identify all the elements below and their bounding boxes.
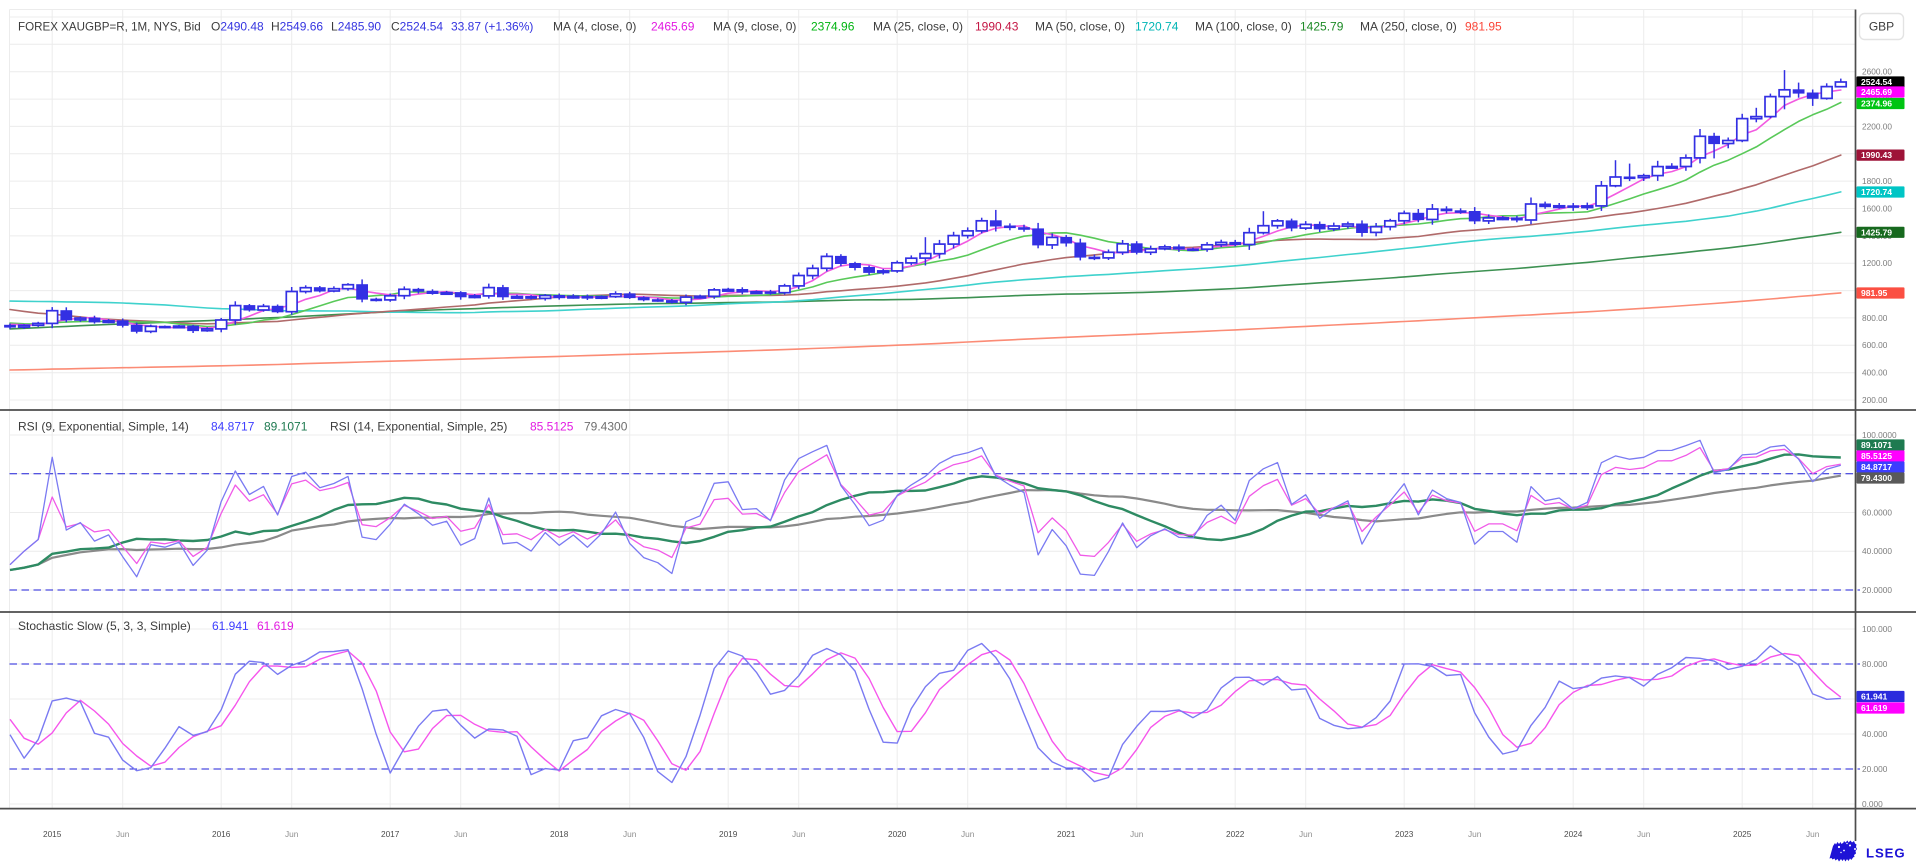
svg-text:85.5125: 85.5125 — [1861, 451, 1892, 461]
svg-text:2600.00: 2600.00 — [1862, 67, 1892, 77]
svg-text:0.000: 0.000 — [1862, 799, 1883, 809]
svg-text:100.000: 100.000 — [1862, 624, 1892, 634]
svg-text:100.0000: 100.0000 — [1862, 430, 1897, 440]
svg-text:1990.43: 1990.43 — [975, 20, 1019, 34]
svg-text:O2490.48: O2490.48 — [211, 20, 264, 34]
svg-text:981.95: 981.95 — [1861, 288, 1888, 298]
svg-text:Stochastic Slow (5, 3, 3, Simp: Stochastic Slow (5, 3, 3, Simple) — [18, 619, 191, 633]
svg-text:84.8717: 84.8717 — [211, 420, 255, 434]
svg-text:2023: 2023 — [1395, 829, 1414, 839]
svg-text:89.1071: 89.1071 — [1861, 440, 1892, 450]
svg-text:Jun: Jun — [623, 829, 637, 839]
svg-text:60.0000: 60.0000 — [1862, 507, 1892, 517]
svg-text:79.4300: 79.4300 — [1861, 473, 1892, 483]
svg-text:80.000: 80.000 — [1862, 659, 1888, 669]
svg-text:400.00: 400.00 — [1862, 368, 1888, 378]
svg-text:L2485.90: L2485.90 — [331, 20, 381, 34]
svg-text:1425.79: 1425.79 — [1300, 20, 1344, 34]
svg-text:MA (100, close, 0): MA (100, close, 0) — [1195, 20, 1292, 34]
svg-text:2020: 2020 — [888, 829, 907, 839]
svg-text:RSI (9, Exponential, Simple, 1: RSI (9, Exponential, Simple, 14) — [18, 420, 189, 434]
svg-text:84.8717: 84.8717 — [1861, 462, 1892, 472]
svg-text:Jun: Jun — [1806, 829, 1820, 839]
svg-text:Jun: Jun — [116, 829, 130, 839]
svg-text:2019: 2019 — [719, 829, 738, 839]
svg-text:61.619: 61.619 — [257, 619, 294, 633]
svg-text:1200.00: 1200.00 — [1862, 258, 1892, 268]
svg-text:Jun: Jun — [1130, 829, 1144, 839]
svg-text:2200.00: 2200.00 — [1862, 121, 1892, 131]
svg-text:200.00: 200.00 — [1862, 395, 1888, 405]
svg-text:61.941: 61.941 — [212, 619, 249, 633]
svg-text:MA (4, close, 0): MA (4, close, 0) — [553, 20, 636, 34]
svg-text:85.5125: 85.5125 — [530, 420, 574, 434]
svg-text:Jun: Jun — [285, 829, 299, 839]
svg-text:20.000: 20.000 — [1862, 764, 1888, 774]
svg-text:1990.43: 1990.43 — [1861, 150, 1892, 160]
svg-text:2017: 2017 — [381, 829, 400, 839]
svg-text:89.1071: 89.1071 — [264, 420, 308, 434]
svg-text:600.00: 600.00 — [1862, 340, 1888, 350]
svg-text:MA (9, close, 0): MA (9, close, 0) — [713, 20, 796, 34]
svg-text:2465.69: 2465.69 — [651, 20, 695, 34]
svg-text:2024: 2024 — [1564, 829, 1583, 839]
svg-text:H2549.66: H2549.66 — [271, 20, 323, 34]
svg-text:1425.79: 1425.79 — [1861, 227, 1892, 237]
svg-text:MA (50, close, 0): MA (50, close, 0) — [1035, 20, 1125, 34]
svg-text:20.0000: 20.0000 — [1862, 585, 1892, 595]
svg-text:981.95: 981.95 — [1465, 20, 1502, 34]
svg-text:61.941: 61.941 — [1861, 692, 1888, 702]
svg-text:Jun: Jun — [1468, 829, 1482, 839]
svg-text:2374.96: 2374.96 — [1861, 99, 1892, 109]
svg-text:Jun: Jun — [1299, 829, 1313, 839]
svg-text:2015: 2015 — [43, 829, 62, 839]
svg-text:2016: 2016 — [212, 829, 231, 839]
svg-text:2465.69: 2465.69 — [1861, 87, 1892, 97]
svg-text:MA (25, close, 0): MA (25, close, 0) — [873, 20, 963, 34]
svg-text:1600.00: 1600.00 — [1862, 203, 1892, 213]
svg-text:C2524.54: C2524.54 — [391, 20, 443, 34]
svg-text:MA (250, close, 0): MA (250, close, 0) — [1360, 20, 1457, 34]
svg-text:Jun: Jun — [961, 829, 975, 839]
svg-text:2021: 2021 — [1057, 829, 1076, 839]
svg-text:GBP: GBP — [1869, 20, 1894, 34]
svg-text:LSEG: LSEG — [1866, 846, 1906, 861]
svg-text:2022: 2022 — [1226, 829, 1245, 839]
svg-text:2524.54: 2524.54 — [1861, 77, 1892, 87]
svg-text:1720.74: 1720.74 — [1861, 187, 1892, 197]
svg-text:2374.96: 2374.96 — [811, 20, 855, 34]
svg-text:33.87 (+1.36%): 33.87 (+1.36%) — [451, 20, 533, 34]
svg-text:2025: 2025 — [1733, 829, 1752, 839]
svg-text:Jun: Jun — [792, 829, 806, 839]
svg-text:40.0000: 40.0000 — [1862, 546, 1892, 556]
svg-text:Jun: Jun — [454, 829, 468, 839]
svg-text:61.619: 61.619 — [1861, 703, 1888, 713]
svg-text:800.00: 800.00 — [1862, 313, 1888, 323]
svg-text:79.4300: 79.4300 — [584, 420, 628, 434]
svg-text:Jun: Jun — [1637, 829, 1651, 839]
svg-text:1800.00: 1800.00 — [1862, 176, 1892, 186]
svg-text:2018: 2018 — [550, 829, 569, 839]
svg-text:40.000: 40.000 — [1862, 729, 1888, 739]
svg-text:1720.74: 1720.74 — [1135, 20, 1179, 34]
svg-text:RSI (14, Exponential, Simple,: RSI (14, Exponential, Simple, 25) — [330, 420, 507, 434]
svg-text:FOREX XAUGBP=R, 1M, NYS, Bid: FOREX XAUGBP=R, 1M, NYS, Bid — [18, 21, 201, 34]
